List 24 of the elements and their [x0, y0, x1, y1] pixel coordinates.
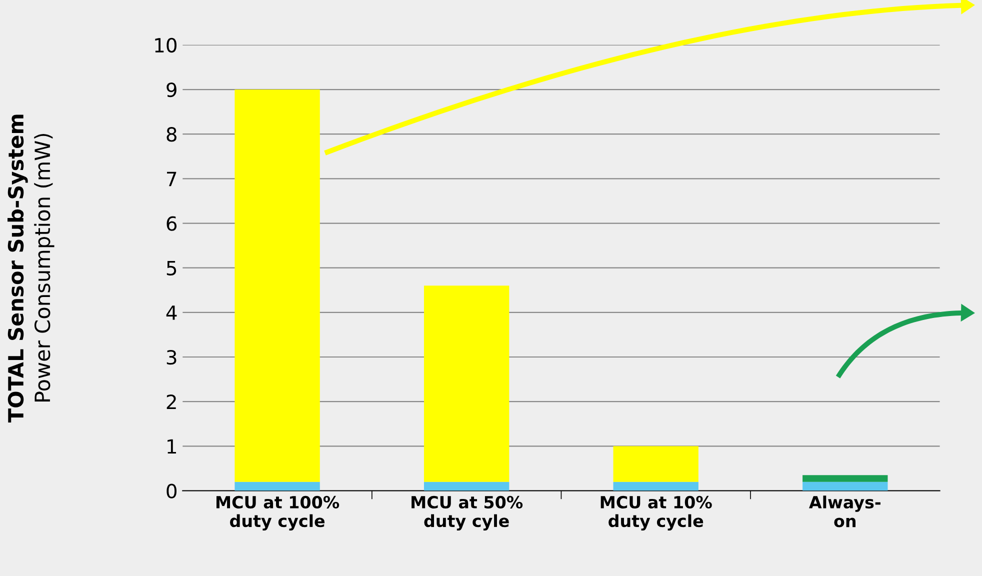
y-tick-label: 4	[166, 306, 177, 320]
bar	[802, 482, 888, 491]
y-tick-label: 6	[166, 216, 177, 231]
x-tick-label: Always- on	[808, 496, 880, 528]
y-tick-label: 5	[166, 261, 176, 276]
y-tick-label: 0	[166, 484, 176, 498]
y-tick-label: 8	[166, 127, 176, 142]
bar	[234, 90, 320, 482]
x-tick-label: MCU at 10% duty cycle	[600, 496, 712, 531]
bar	[613, 446, 698, 482]
x-tick-label: MCU at 100% duty cycle	[216, 496, 340, 531]
bar	[234, 482, 320, 491]
x-tick-label: MCU at 50% duty cyle	[412, 496, 523, 531]
y-tick-label: 10	[155, 38, 176, 53]
y-axis-title: TOTAL Sensor Sub-System Power Consumption (mW)	[8, 114, 54, 423]
y-tick-label: 9	[166, 82, 176, 98]
bar	[613, 482, 698, 491]
y-tick-label: 2	[166, 394, 176, 409]
y-tick-label: 1	[168, 439, 176, 454]
bar	[802, 475, 888, 482]
y-tick-label: 3	[166, 350, 176, 365]
bar	[424, 286, 510, 482]
y-tick-label: 7	[167, 172, 176, 186]
bar	[424, 482, 510, 491]
